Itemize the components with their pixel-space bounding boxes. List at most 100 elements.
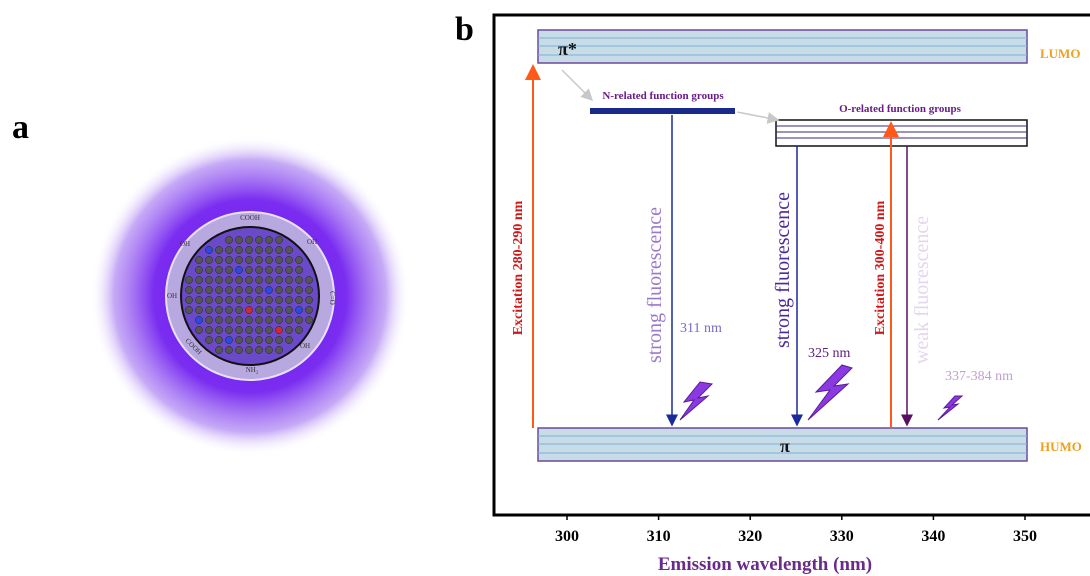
atom — [205, 316, 212, 323]
atom — [275, 256, 282, 263]
atom — [295, 296, 302, 303]
relax-arrow — [737, 112, 778, 120]
emission-label: weak fluorescence — [911, 216, 933, 364]
atom — [195, 256, 202, 263]
atom — [215, 316, 222, 323]
atom — [185, 286, 192, 293]
atom — [265, 256, 272, 263]
atom — [235, 276, 242, 283]
x-tick-label: 330 — [830, 528, 854, 545]
atom — [255, 246, 262, 253]
band-label: LUMO — [1040, 46, 1080, 61]
atom — [295, 316, 302, 323]
n-level — [590, 108, 735, 114]
atom — [265, 266, 272, 273]
atom — [235, 296, 242, 303]
atom — [205, 266, 212, 273]
atom — [255, 266, 262, 273]
lumo-band — [538, 30, 1027, 63]
atom — [245, 306, 252, 313]
atom — [235, 336, 242, 343]
atom — [305, 296, 312, 303]
photon-icon — [808, 365, 852, 420]
atom — [265, 296, 272, 303]
wavelength-label: 337-384 nm — [945, 369, 1013, 384]
atom — [285, 266, 292, 273]
atom — [235, 326, 242, 333]
atom — [235, 266, 242, 273]
atom — [255, 276, 262, 283]
atom — [215, 326, 222, 333]
atom — [285, 256, 292, 263]
atom — [195, 276, 202, 283]
atom — [225, 236, 232, 243]
x-tick-label: 340 — [921, 528, 945, 545]
atom — [265, 336, 272, 343]
atom — [265, 236, 272, 243]
atom — [295, 326, 302, 333]
atom — [265, 316, 272, 323]
group-label: OH — [167, 292, 177, 300]
atom — [185, 276, 192, 283]
atom — [295, 256, 302, 263]
group-label: C=O — [328, 291, 336, 305]
atom — [225, 246, 232, 253]
atom — [195, 296, 202, 303]
atom — [225, 276, 232, 283]
group-label: COOH — [240, 214, 260, 222]
figure: a COOH OH OH C=O OH NH₂ COOH OH b π* LUM… — [0, 0, 1090, 576]
atom — [205, 246, 212, 253]
atom — [245, 256, 252, 263]
atom — [195, 316, 202, 323]
atom — [255, 326, 262, 333]
x-tick-label: 320 — [738, 528, 762, 545]
atom — [215, 276, 222, 283]
atom — [195, 326, 202, 333]
atom — [215, 346, 222, 353]
atom — [255, 316, 262, 323]
atom — [215, 296, 222, 303]
group-label: OH — [307, 238, 317, 246]
atom — [235, 236, 242, 243]
atom — [305, 286, 312, 293]
atom — [225, 256, 232, 263]
panel-label: a — [12, 109, 29, 146]
atom — [235, 286, 242, 293]
excitation-label: Excitation 280-290 nm — [511, 200, 526, 335]
atom — [285, 316, 292, 323]
atom — [245, 296, 252, 303]
atom — [295, 266, 302, 273]
atom — [225, 286, 232, 293]
atom — [275, 266, 282, 273]
excitation-label: Excitation 300-400 nm — [873, 200, 888, 335]
atom — [245, 336, 252, 343]
atom — [235, 316, 242, 323]
band-symbol: π* — [558, 39, 577, 59]
atom — [245, 236, 252, 243]
atom — [245, 276, 252, 283]
wavelength-label: 311 nm — [680, 321, 722, 336]
atom — [285, 336, 292, 343]
level-label: N-related function groups — [602, 90, 724, 102]
atom — [275, 336, 282, 343]
atom — [245, 266, 252, 273]
atom — [295, 306, 302, 313]
relax-arrow — [562, 70, 592, 100]
atom — [285, 306, 292, 313]
atom — [205, 276, 212, 283]
atom — [205, 286, 212, 293]
atom — [295, 276, 302, 283]
wavelength-label: 325 nm — [808, 346, 851, 361]
group-label: OH — [300, 342, 310, 350]
atom — [305, 316, 312, 323]
atom — [295, 286, 302, 293]
atom — [275, 276, 282, 283]
atom — [285, 296, 292, 303]
atom — [225, 266, 232, 273]
photon-icon — [680, 382, 712, 420]
x-tick-label: 310 — [647, 528, 671, 545]
atom — [245, 286, 252, 293]
atom — [255, 336, 262, 343]
atom — [275, 326, 282, 333]
